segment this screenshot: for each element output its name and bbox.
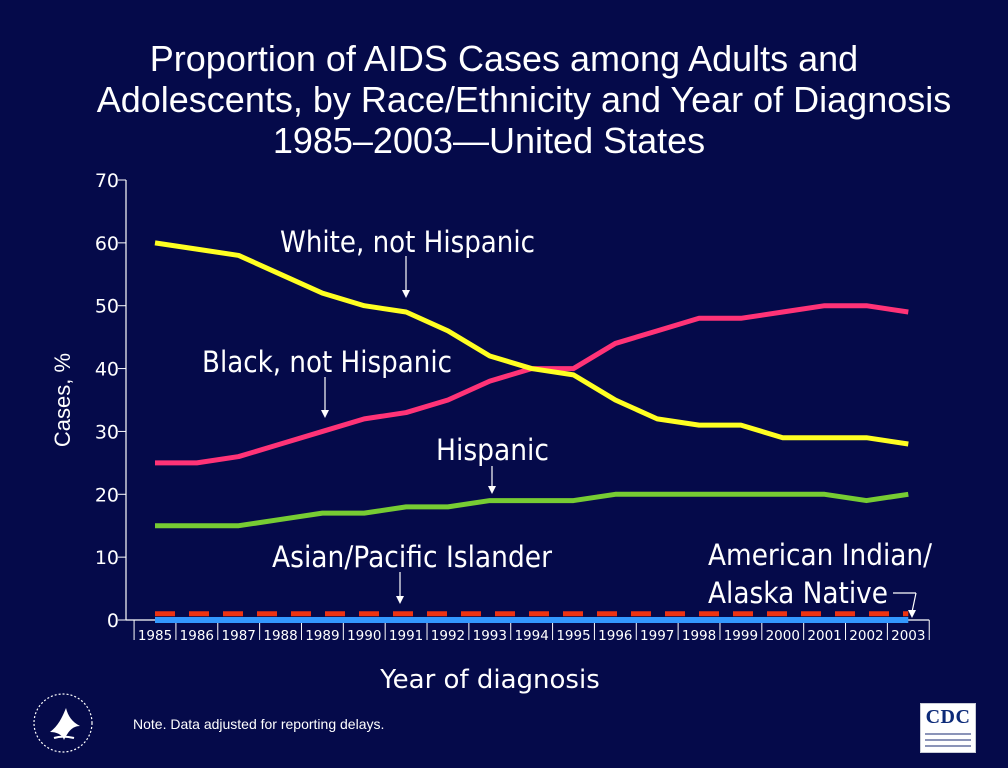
- x-tick-label: 1999: [724, 628, 758, 644]
- series-line: [155, 491, 909, 529]
- annotation-arrow-head: [908, 610, 916, 618]
- annotation-american-indian-line-1: American Indian/: [708, 538, 932, 572]
- y-tick-label: 70: [95, 170, 119, 192]
- x-tick-label: 1997: [640, 628, 674, 644]
- y-tick-label: 10: [95, 547, 119, 569]
- chart-title-line-1: Proportion of AIDS Cases among Adults an…: [149, 38, 859, 79]
- x-tick-label: 1992: [431, 628, 465, 644]
- y-tick-label: 60: [95, 233, 119, 255]
- annotation-black-not-hispanic: Black, not Hispanic: [202, 345, 452, 379]
- x-tick-label: 1985: [138, 628, 172, 644]
- annotation-arrow: [911, 592, 917, 613]
- y-tick-label: 30: [95, 421, 119, 443]
- annotation-arrow-head: [402, 290, 410, 298]
- y-tick-label: 0: [107, 610, 119, 632]
- chart-title: Proportion of AIDS Cases among Adults an…: [0, 38, 1008, 161]
- footnote: Note. Data adjusted for reporting delays…: [133, 716, 385, 732]
- x-axis-label: Year of diagnosis: [379, 665, 600, 695]
- chart-title-line-3: 1985–2003—United States: [272, 120, 706, 161]
- annotation-arrow-head: [488, 486, 496, 494]
- hhs-eagle-icon: [33, 693, 93, 753]
- cdc-logo: CDC: [920, 703, 976, 753]
- x-tick-label: 1986: [180, 628, 214, 644]
- annotation-asian-pacific-islander: Asian/Pacific Islander: [272, 540, 552, 574]
- annotation-american-indian-line-2: Alaska Native: [708, 576, 888, 610]
- x-tick-label: 1990: [347, 628, 381, 644]
- x-tick-label: 1998: [682, 628, 716, 644]
- chart-title-line-2: Adolescents, by Race/Ethnicity and Year …: [96, 79, 952, 120]
- annotation-white-not-hispanic: White, not Hispanic: [280, 225, 535, 259]
- x-tick-label: 2000: [766, 628, 800, 644]
- series-line: [154, 240, 909, 447]
- y-tick-label: 20: [95, 484, 119, 506]
- x-tick-label: 2002: [849, 628, 883, 644]
- x-tick-label: 1989: [305, 628, 339, 644]
- cdc-logo-text: CDC: [925, 706, 971, 728]
- x-tick-label: 1988: [263, 628, 297, 644]
- x-tick-label: 2003: [891, 628, 925, 644]
- x-tick-label: 1993: [473, 628, 507, 644]
- x-tick-label: 1991: [389, 628, 423, 644]
- x-tick-label: 1994: [514, 628, 548, 644]
- y-axis-label: Cases, %: [50, 353, 75, 447]
- annotation-arrow-head: [321, 410, 329, 418]
- x-tick-label: 1996: [598, 628, 632, 644]
- x-tick-label: 2001: [807, 628, 841, 644]
- y-tick-label: 40: [95, 359, 119, 381]
- y-tick-label: 50: [95, 296, 119, 318]
- x-tick-label: 1995: [556, 628, 590, 644]
- x-tick-label: 1987: [222, 628, 256, 644]
- annotation-hispanic: Hispanic: [436, 433, 549, 467]
- annotation-arrow-head: [396, 596, 404, 604]
